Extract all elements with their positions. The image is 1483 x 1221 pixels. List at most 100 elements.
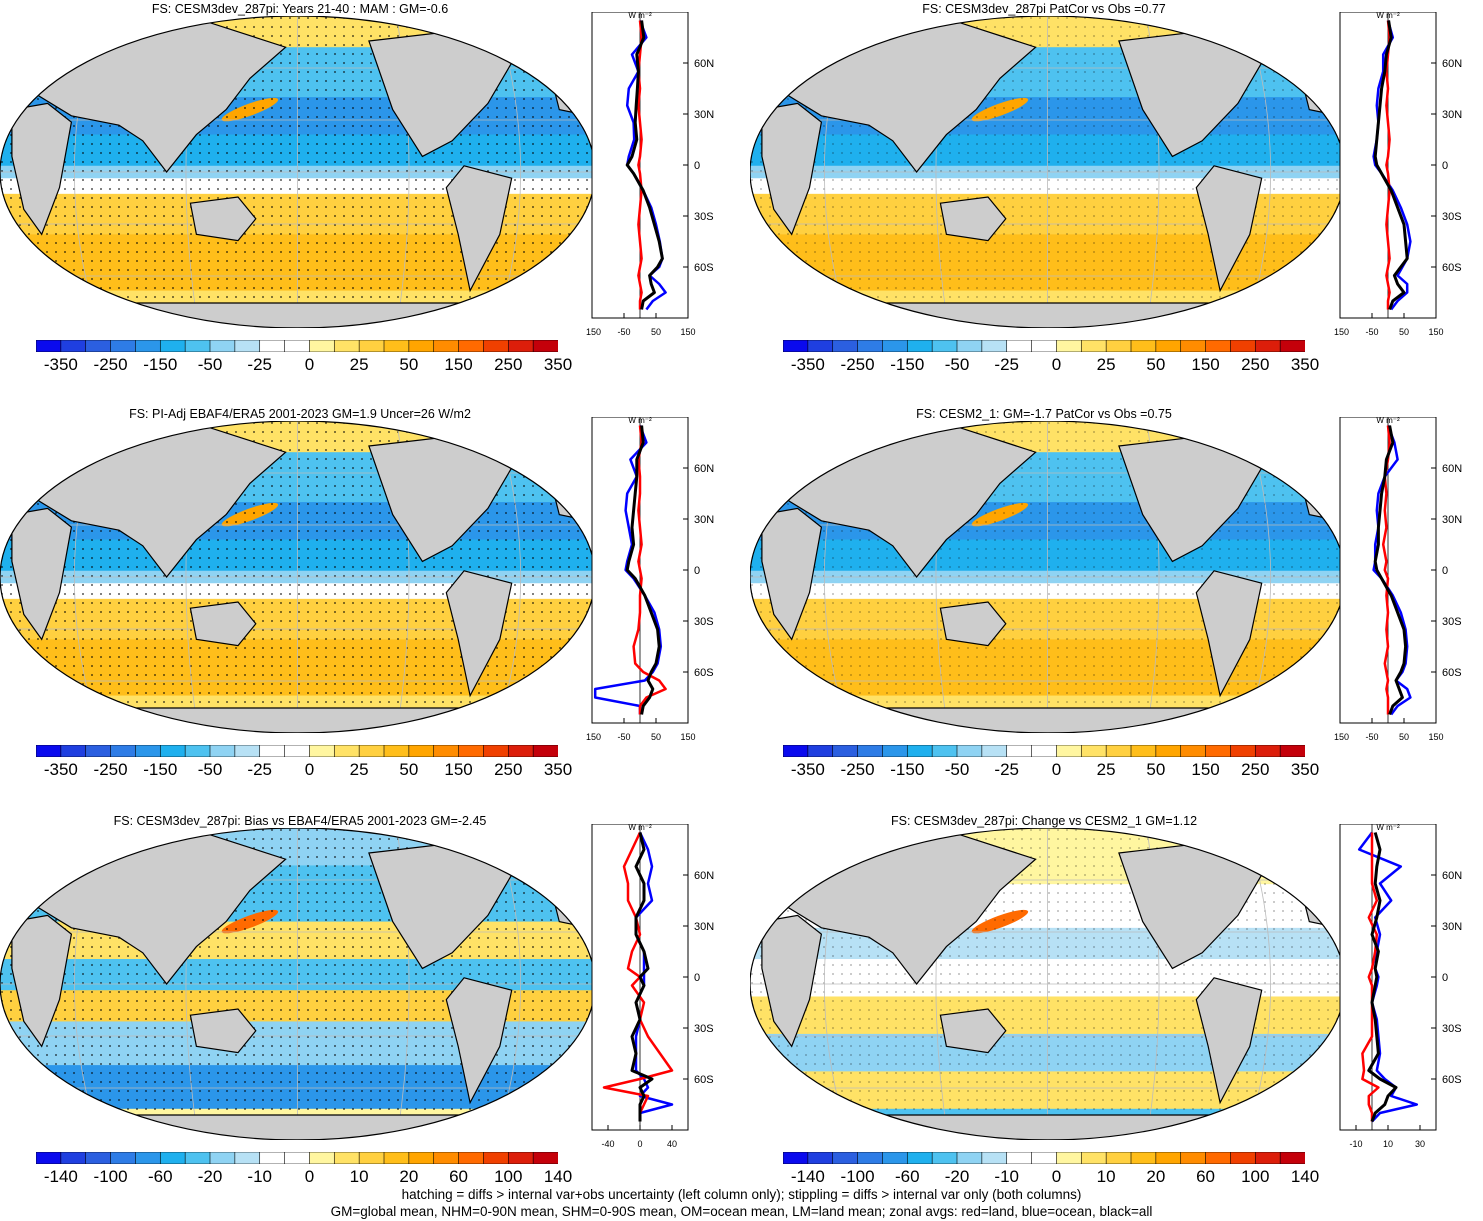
colorbar-labels-p4: -350 -250 -150 -50 -25 0 25 50 150 250 350 xyxy=(783,760,1319,782)
x-tick-label: 150 xyxy=(680,732,695,742)
colorbar-label: -100 xyxy=(840,1167,875,1186)
series-all xyxy=(630,832,654,1122)
land-greenland xyxy=(486,833,549,867)
zonal-plot-p6: W m⁻² 60N 30N 0 30S 60S -10 10 30 xyxy=(1339,824,1462,1149)
colorbar-label: 250 xyxy=(1241,355,1270,374)
lat-tick-label: 30N xyxy=(1442,109,1462,121)
colorbar-label: -140 xyxy=(43,1167,78,1186)
colorbar-label: 20 xyxy=(1146,1167,1166,1186)
colorbar-label: -20 xyxy=(197,1167,223,1186)
colorbar-label: -10 xyxy=(994,1167,1019,1186)
land-africa xyxy=(11,507,73,641)
panel-title-p3: FS: PI-Adj EBAF4/ERA5 2001-2023 GM=1.9 U… xyxy=(129,407,471,421)
colorbar-label: 0 xyxy=(1051,355,1062,374)
colorbar-label: 25 xyxy=(1096,760,1116,779)
colorbar-p4 xyxy=(783,745,1305,757)
series-all xyxy=(625,20,664,310)
panel-title-p4: FS: CESM2_1: GM=-1.7 PatCor vs Obs =0.75 xyxy=(916,407,1172,421)
colorbar-label: 50 xyxy=(399,760,419,779)
colorbar-label: -50 xyxy=(944,355,970,374)
lat-tick-label: 30N xyxy=(1442,921,1462,933)
colorbar-p2 xyxy=(783,340,1305,352)
colorbar-label: -250 xyxy=(840,355,875,374)
map-p5 xyxy=(0,828,595,1140)
x-tick-label: 50 xyxy=(651,327,661,337)
colorbar-label: -10 xyxy=(247,1167,272,1186)
x-tick-label: 10 xyxy=(1383,1139,1393,1149)
colorbar-label: -250 xyxy=(93,760,128,779)
x-tick-label: 40 xyxy=(667,1139,677,1149)
land-africa xyxy=(761,914,823,1048)
lat-tick-label: 60S xyxy=(1442,667,1462,679)
colorbar-label: 0 xyxy=(1051,760,1062,779)
lat-tick-label: 30N xyxy=(1442,514,1462,526)
panel-title-p5: FS: CESM3dev_287pi: Bias vs EBAF4/ERA5 2… xyxy=(113,814,487,828)
colorbar-label: 0 xyxy=(304,760,315,779)
x-tick-label: -50 xyxy=(1365,327,1378,337)
footer-note-2: GM=global mean, NHM=0-90N mean, SHM=0-90… xyxy=(330,1204,1153,1219)
series-all xyxy=(1373,20,1409,311)
colorbar-labels-p2: -350 -250 -150 -50 -25 0 25 50 150 250 350 xyxy=(783,355,1319,377)
colorbar-label: 25 xyxy=(349,355,369,374)
colorbar-labels-p3: -350 -250 -150 -50 -25 0 25 50 150 250 350 xyxy=(36,760,572,782)
colorbar-label: -350 xyxy=(43,760,78,779)
colorbar-label: 10 xyxy=(1096,1167,1116,1186)
colorbar-label: 0 xyxy=(1051,1167,1062,1186)
colorbar-label: 50 xyxy=(1146,355,1166,374)
lat-tick-label: 0 xyxy=(1442,972,1448,984)
land-africa xyxy=(761,102,823,236)
land-eurasia xyxy=(779,21,1037,173)
map-p6 xyxy=(750,828,1345,1140)
colorbar-p1 xyxy=(36,340,558,352)
colorbar-label: -150 xyxy=(890,355,925,374)
colorbar-label: -20 xyxy=(944,1167,970,1186)
land-australia xyxy=(939,196,1007,242)
land-eurasia xyxy=(779,833,1037,985)
land-greenland xyxy=(1236,21,1299,55)
land-australia xyxy=(189,601,257,647)
panel-title-p1: FS: CESM3dev_287pi: Years 21-40 : MAM : … xyxy=(151,2,449,16)
land-antarctica xyxy=(28,707,567,733)
colorbar-label: -100 xyxy=(93,1167,128,1186)
lat-tick-label: 30S xyxy=(1442,616,1462,628)
colorbar-label: -60 xyxy=(147,1167,173,1186)
lat-tick-label: 60N xyxy=(694,463,714,475)
lat-tick-label: 60N xyxy=(694,58,714,70)
x-tick-label: -40 xyxy=(601,1139,614,1149)
lat-tick-label: 60S xyxy=(1442,262,1462,274)
zonal-unit-label: W m⁻² xyxy=(1376,824,1400,832)
land-greenland xyxy=(486,426,549,460)
land-australia xyxy=(189,196,257,242)
colorbar-label: 350 xyxy=(1290,760,1320,779)
colorbar-label: -50 xyxy=(197,355,223,374)
land-eurasia xyxy=(779,426,1037,578)
colorbar-label: 350 xyxy=(543,760,573,779)
map-p2 xyxy=(750,16,1345,328)
colorbar-label: 60 xyxy=(449,1167,469,1186)
x-tick-label: 50 xyxy=(651,732,661,742)
colorbar-label: 20 xyxy=(399,1167,419,1186)
lat-tick-label: 30N xyxy=(694,921,714,933)
colorbar-p6 xyxy=(783,1152,1305,1164)
colorbar-label: -25 xyxy=(994,760,1019,779)
lat-tick-label: 30N xyxy=(694,514,714,526)
series-all xyxy=(1367,832,1398,1123)
colorbar-label: 50 xyxy=(1146,760,1166,779)
land-africa xyxy=(761,507,823,641)
x-tick-label: -150 xyxy=(1334,732,1349,742)
lat-tick-label: 30S xyxy=(694,1023,714,1035)
lat-tick-label: 30S xyxy=(694,211,714,223)
land-southamerica xyxy=(1195,570,1263,698)
colorbar-labels-p1: -350 -250 -150 -50 -25 0 25 50 150 250 350 xyxy=(36,355,572,377)
land-eurasia xyxy=(29,833,287,985)
colorbar-label: 250 xyxy=(494,760,523,779)
colorbar-label: 140 xyxy=(543,1167,573,1186)
lat-tick-label: 60S xyxy=(694,667,714,679)
colorbar-label: 100 xyxy=(1241,1167,1270,1186)
colorbar-labels-p6: -140 -100 -60 -20 -10 0 10 20 60 100 140 xyxy=(783,1167,1319,1189)
x-tick-label: -10 xyxy=(1349,1139,1362,1149)
lat-tick-label: 0 xyxy=(1442,565,1448,577)
land-antarctica xyxy=(28,1114,567,1140)
